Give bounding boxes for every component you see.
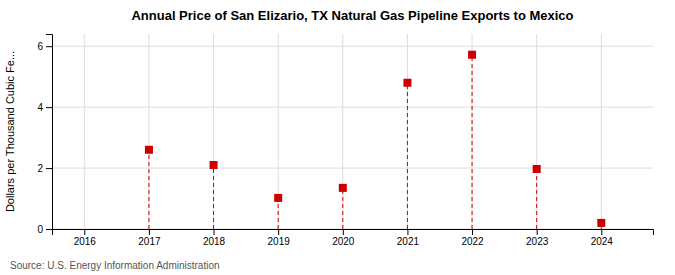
y-tick-label: 4 (37, 102, 43, 113)
x-tick: 2017 (138, 229, 161, 247)
x-grid-line (407, 34, 408, 229)
x-tick-label: 2017 (138, 236, 161, 247)
y-grid-line (52, 46, 653, 47)
x-tick-label: 2020 (332, 236, 355, 247)
y-tick: 0 (37, 224, 52, 235)
x-tick-label: 2019 (268, 236, 291, 247)
point (533, 165, 541, 173)
x-tick-label: 2022 (461, 236, 484, 247)
grid (52, 34, 653, 229)
x-tick-mark (472, 229, 473, 235)
stem (213, 165, 214, 229)
y-tick-mark (46, 46, 52, 47)
x-tick: 2024 (591, 229, 614, 247)
y-tick-label: 6 (37, 41, 43, 52)
point (403, 79, 411, 87)
x-tick-mark (537, 229, 538, 235)
x-tick-label: 2021 (397, 236, 420, 247)
stem (536, 169, 537, 229)
point (145, 146, 153, 154)
y-tick-label: 0 (37, 224, 43, 235)
y-axis-line (46, 35, 53, 230)
y-tick-mark (46, 107, 52, 108)
y-tick-mark (46, 168, 52, 169)
x-grid-line (213, 34, 214, 229)
x-tick: 2021 (397, 229, 420, 247)
x-tick: 2019 (268, 229, 291, 247)
x-tick-mark (407, 229, 408, 235)
x-grid-line (342, 34, 343, 229)
stem (148, 150, 149, 229)
x-grid-line (148, 34, 149, 229)
point (210, 161, 218, 169)
x-axis: 2016 2017 2018 2019 2020 2021 2022 2023 2024 (53, 229, 654, 247)
x-tick-mark (84, 229, 85, 235)
point (274, 194, 282, 202)
point (339, 184, 347, 192)
x-axis-line (53, 230, 654, 236)
x-tick: 2020 (332, 229, 355, 247)
x-tick-label: 2024 (591, 236, 614, 247)
plot-area: 2016 2017 2018 2019 2020 2021 2022 2023 2024 0 2 4 6 (37, 34, 653, 247)
x-tick: 2016 (74, 229, 97, 247)
y-tick: 4 (37, 102, 52, 113)
y-tick-mark (46, 229, 52, 230)
stem (342, 188, 343, 229)
x-tick-mark (343, 229, 344, 235)
x-grid-line (84, 34, 85, 229)
x-tick-label: 2023 (526, 236, 549, 247)
x-tick-mark (601, 229, 602, 235)
x-tick-mark (149, 229, 150, 235)
x-grid-line (536, 34, 537, 229)
x-tick-label: 2018 (203, 236, 226, 247)
source-note: Source: U.S. Energy Information Administ… (10, 260, 220, 271)
x-tick: 2018 (203, 229, 226, 247)
y-tick: 6 (37, 41, 52, 52)
marks (145, 51, 605, 229)
y-grid-line (52, 107, 653, 108)
x-tick: 2023 (526, 229, 549, 247)
point (597, 219, 605, 227)
y-tick-label: 2 (37, 163, 43, 174)
stem (407, 83, 408, 229)
x-tick-label: 2016 (74, 236, 97, 247)
x-tick: 2022 (461, 229, 484, 247)
chart: 2016 2017 2018 2019 2020 2021 2022 2023 2024 0 2 4 6… (0, 0, 675, 275)
x-tick-mark (278, 229, 279, 235)
x-grid-line (601, 34, 602, 229)
stem (472, 55, 473, 229)
title: Annual Price of San Elizario, TX Natural… (131, 8, 573, 23)
y-axis: 0 2 4 6 (37, 35, 52, 235)
y-grid-line (52, 168, 653, 169)
stem (278, 198, 279, 229)
x-tick-mark (214, 229, 215, 235)
point (468, 51, 476, 59)
y-axis-title: Dollars per Thousand Cubic Fe... (4, 51, 16, 212)
y-tick: 2 (37, 163, 52, 174)
x-grid-line (472, 34, 473, 229)
